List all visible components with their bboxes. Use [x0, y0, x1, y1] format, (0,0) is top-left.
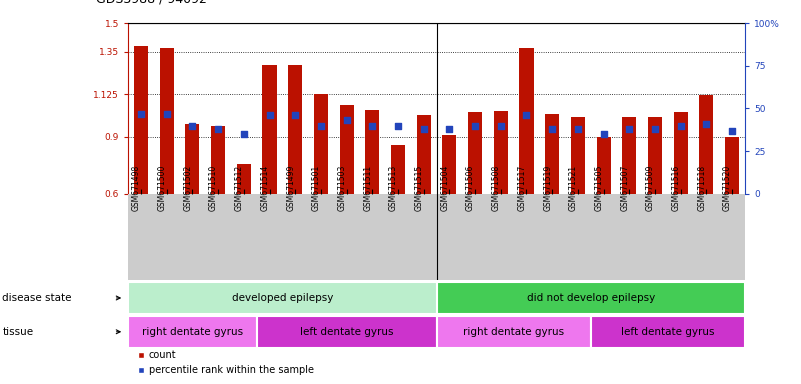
Bar	[134, 46, 148, 194]
Bar	[545, 114, 559, 194]
Point	[211, 126, 224, 132]
Point	[135, 111, 147, 117]
Point	[520, 112, 533, 118]
Text: right dentate gyrus: right dentate gyrus	[463, 327, 564, 337]
Point	[263, 112, 276, 118]
Point	[237, 131, 250, 137]
Point	[545, 126, 558, 132]
Bar	[519, 48, 533, 194]
Bar	[437, 282, 745, 314]
Bar	[128, 316, 256, 348]
Point	[443, 126, 456, 132]
Bar	[128, 282, 437, 314]
Bar	[211, 126, 225, 194]
Point	[726, 127, 739, 134]
Point	[160, 111, 173, 117]
Point	[623, 126, 636, 132]
Bar	[437, 316, 591, 348]
Bar	[417, 115, 431, 194]
Legend: count, percentile rank within the sample: count, percentile rank within the sample	[133, 346, 317, 379]
Bar	[597, 137, 610, 194]
Point	[469, 122, 481, 129]
Bar	[340, 105, 354, 194]
Text: GDS3988 / 94092: GDS3988 / 94092	[96, 0, 207, 6]
Point	[700, 121, 713, 127]
Text: tissue: tissue	[2, 327, 34, 337]
Point	[417, 126, 430, 132]
Point	[674, 122, 687, 129]
Text: right dentate gyrus: right dentate gyrus	[142, 327, 243, 337]
Bar	[314, 94, 328, 194]
Bar	[591, 316, 745, 348]
Bar	[648, 117, 662, 194]
Point	[649, 126, 662, 132]
Bar	[237, 164, 251, 194]
Point	[340, 118, 353, 124]
Bar	[256, 316, 437, 348]
Text: left dentate gyrus: left dentate gyrus	[300, 327, 393, 337]
Point	[289, 112, 302, 118]
Bar	[468, 112, 482, 194]
Text: developed epilepsy: developed epilepsy	[231, 293, 333, 303]
Point	[598, 131, 610, 137]
Point	[186, 122, 199, 129]
Text: did not develop epilepsy: did not develop epilepsy	[526, 293, 655, 303]
Bar	[263, 65, 276, 194]
Text: disease state: disease state	[2, 293, 72, 303]
Point	[315, 122, 328, 129]
Bar	[725, 137, 739, 194]
Bar	[493, 111, 508, 194]
Point	[366, 122, 379, 129]
Bar	[699, 95, 714, 194]
Point	[571, 126, 584, 132]
Text: left dentate gyrus: left dentate gyrus	[621, 327, 714, 337]
Bar	[442, 135, 457, 194]
Bar	[159, 48, 174, 194]
Bar	[571, 117, 585, 194]
Bar	[622, 117, 636, 194]
Bar	[365, 110, 380, 194]
Bar	[288, 65, 302, 194]
Bar	[674, 112, 688, 194]
Point	[392, 122, 405, 129]
Point	[494, 122, 507, 129]
Bar	[391, 144, 405, 194]
Bar	[185, 124, 199, 194]
